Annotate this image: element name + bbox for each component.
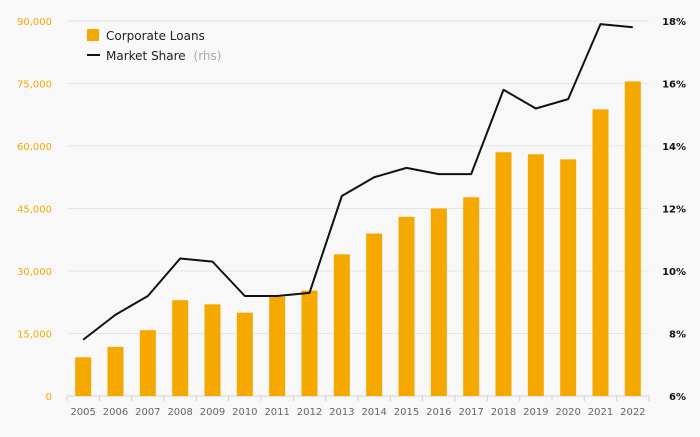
x-tick-label-2006: 2006 (103, 407, 128, 418)
x-tick-label-2016: 2016 (426, 407, 451, 418)
right-tick-label-12: 12% (662, 205, 686, 216)
bar-2006 (108, 347, 124, 396)
line-series-market-share (83, 24, 633, 340)
bar-2014 (366, 234, 382, 397)
x-tick-label-2021: 2021 (588, 407, 613, 418)
x-tick-label-2018: 2018 (491, 407, 516, 418)
right-tick-label-6: 6% (669, 392, 686, 403)
svg-text:Market Share (rhs): Market Share (rhs) (106, 49, 221, 63)
left-tick-label-75000: 75,000 (17, 80, 52, 91)
bar-2009 (205, 304, 221, 396)
legend-swatch-corporate-loans (87, 29, 99, 41)
x-tick-label-2020: 2020 (555, 407, 580, 418)
right-tick-label-18: 18% (662, 17, 686, 28)
x-tick-label-2011: 2011 (264, 407, 289, 418)
x-tick-label-2007: 2007 (135, 407, 160, 418)
bar-2013 (334, 254, 350, 396)
bar-2008 (172, 300, 188, 396)
x-tick-label-2014: 2014 (361, 407, 386, 418)
bar-2022 (625, 81, 641, 396)
bar-2015 (399, 217, 415, 396)
bar-2005 (75, 357, 91, 396)
bar-2020 (560, 159, 576, 396)
bar-series-corporate-loans (75, 81, 641, 396)
bar-2010 (237, 313, 253, 396)
x-tick-label-2010: 2010 (232, 407, 257, 418)
legend-label-market-share: Market Share (106, 49, 186, 63)
bar-2011 (269, 297, 285, 396)
left-tick-label-30000: 30,000 (17, 267, 52, 278)
x-tick-label-2019: 2019 (523, 407, 548, 418)
left-tick-label-45000: 45,000 (17, 205, 52, 216)
x-tick-label-2012: 2012 (297, 407, 322, 418)
left-axis: 0 15,000 30,000 45,000 60,000 75,000 90,000 (17, 17, 52, 403)
legend: Corporate Loans Market Share (rhs) (87, 29, 221, 63)
right-tick-label-16: 16% (662, 80, 686, 91)
right-tick-label-10: 10% (662, 267, 686, 278)
legend-label-corporate-loans: Corporate Loans (106, 29, 205, 43)
bar-2018 (496, 152, 512, 396)
bar-2012 (302, 291, 318, 396)
market-share-line (83, 24, 633, 340)
left-tick-label-15000: 15,000 (17, 330, 52, 341)
legend-note-rhs: (rhs) (194, 49, 222, 63)
bar-2017 (463, 197, 479, 396)
x-axis: 2005 2006 2007 2008 2009 2010 2011 2012 2013 2014… (70, 407, 645, 418)
x-tick-label-2005: 2005 (70, 407, 95, 418)
bar-2021 (593, 109, 609, 396)
x-tick-label-2022: 2022 (620, 407, 645, 418)
x-tick-label-2015: 2015 (394, 407, 419, 418)
left-tick-label-0: 0 (46, 392, 52, 403)
right-tick-label-14: 14% (662, 142, 686, 153)
bar-2016 (431, 209, 447, 397)
bar-2007 (140, 330, 156, 396)
left-tick-label-60000: 60,000 (17, 142, 52, 153)
bar-2019 (528, 154, 544, 396)
x-tick-label-2013: 2013 (329, 407, 354, 418)
right-axis: 6% 8% 10% 12% 14% 16% 18% (662, 17, 686, 403)
x-tick-label-2009: 2009 (200, 407, 225, 418)
x-tick-label-2008: 2008 (167, 407, 192, 418)
left-tick-label-90000: 90,000 (17, 17, 52, 28)
right-tick-label-8: 8% (669, 330, 686, 341)
x-tick-label-2017: 2017 (458, 407, 483, 418)
